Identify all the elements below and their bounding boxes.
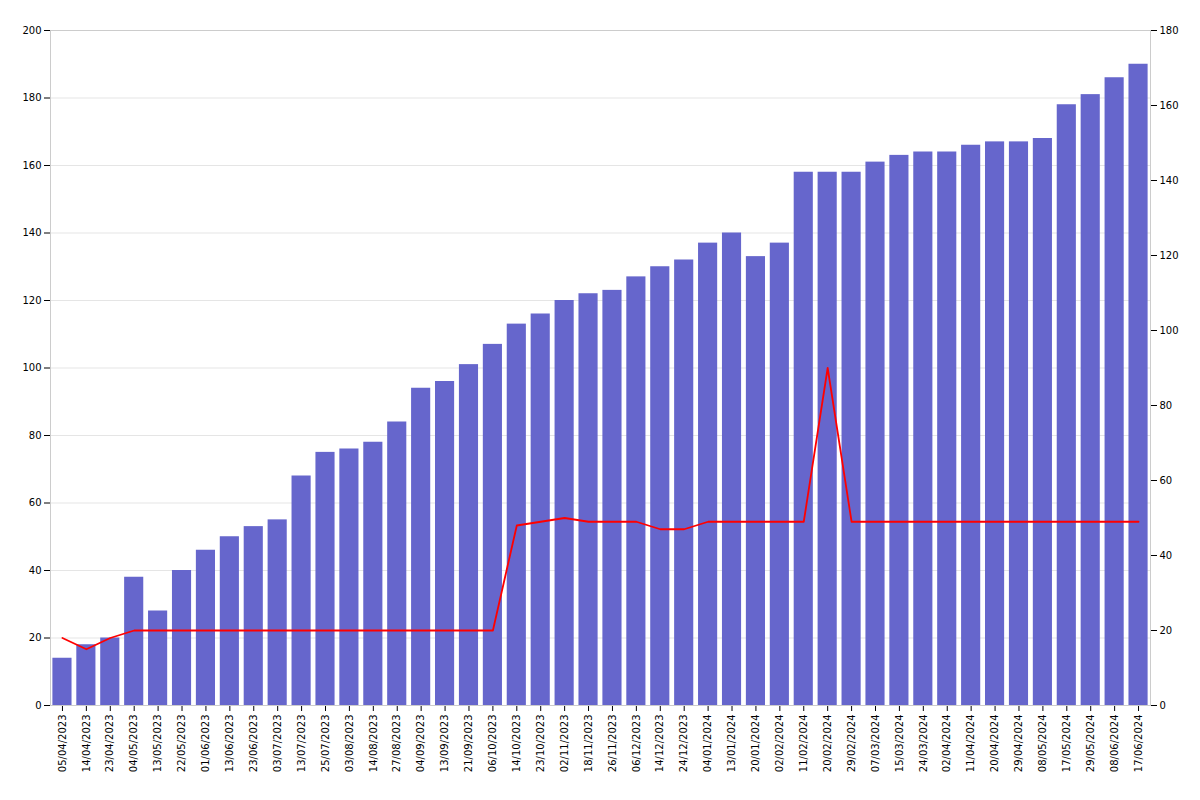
svg-text:100: 100 [22, 362, 41, 373]
svg-text:23/04/2023: 23/04/2023 [104, 715, 115, 773]
svg-text:23/10/2023: 23/10/2023 [535, 715, 546, 773]
svg-text:06/12/2023: 06/12/2023 [631, 715, 642, 773]
svg-text:40: 40 [29, 565, 42, 576]
svg-text:160: 160 [22, 160, 41, 171]
svg-text:140: 140 [1160, 175, 1179, 186]
svg-text:0: 0 [35, 700, 41, 711]
svg-text:01/06/2023: 01/06/2023 [200, 715, 211, 773]
svg-text:29/02/2024: 29/02/2024 [846, 715, 857, 773]
svg-text:29/04/2024: 29/04/2024 [1013, 715, 1024, 773]
svg-text:20/01/2024: 20/01/2024 [750, 715, 761, 773]
svg-text:14/12/2023: 14/12/2023 [654, 715, 665, 773]
svg-text:24/03/2024: 24/03/2024 [918, 715, 929, 773]
svg-text:200: 200 [22, 25, 41, 36]
svg-text:22/05/2023: 22/05/2023 [176, 715, 187, 773]
svg-text:80: 80 [1160, 400, 1173, 411]
svg-text:25/07/2023: 25/07/2023 [320, 715, 331, 773]
svg-text:14/04/2023: 14/04/2023 [81, 715, 92, 773]
svg-text:0: 0 [1160, 700, 1166, 711]
svg-text:80: 80 [29, 430, 42, 441]
svg-text:20/04/2024: 20/04/2024 [989, 715, 1000, 773]
svg-text:60: 60 [29, 497, 42, 508]
svg-text:20/02/2024: 20/02/2024 [822, 715, 833, 773]
svg-text:04/05/2023: 04/05/2023 [128, 715, 139, 773]
svg-text:14/08/2023: 14/08/2023 [368, 715, 379, 773]
svg-text:20: 20 [29, 632, 42, 643]
svg-text:15/03/2024: 15/03/2024 [894, 715, 905, 773]
svg-text:07/03/2024: 07/03/2024 [870, 715, 881, 773]
svg-text:160: 160 [1160, 100, 1179, 111]
svg-text:03/07/2023: 03/07/2023 [272, 715, 283, 773]
svg-text:140: 140 [22, 227, 41, 238]
svg-text:02/04/2024: 02/04/2024 [941, 715, 952, 773]
svg-text:180: 180 [22, 92, 41, 103]
svg-text:08/05/2024: 08/05/2024 [1037, 715, 1048, 773]
svg-text:18/11/2023: 18/11/2023 [583, 715, 594, 773]
svg-text:03/08/2023: 03/08/2023 [344, 715, 355, 773]
svg-text:04/01/2024: 04/01/2024 [702, 715, 713, 773]
svg-text:13/06/2023: 13/06/2023 [224, 715, 235, 773]
svg-text:21/09/2023: 21/09/2023 [463, 715, 474, 773]
svg-text:14/10/2023: 14/10/2023 [511, 715, 522, 773]
svg-text:17/06/2024: 17/06/2024 [1133, 715, 1144, 773]
svg-text:13/01/2024: 13/01/2024 [726, 715, 737, 773]
svg-text:02/11/2023: 02/11/2023 [559, 715, 570, 773]
svg-text:26/11/2023: 26/11/2023 [607, 715, 618, 773]
svg-text:02/02/2024: 02/02/2024 [774, 715, 785, 773]
svg-text:13/09/2023: 13/09/2023 [439, 715, 450, 773]
svg-text:05/04/2023: 05/04/2023 [57, 715, 68, 773]
svg-text:20: 20 [1160, 625, 1173, 636]
svg-text:29/05/2024: 29/05/2024 [1085, 715, 1096, 773]
svg-text:11/02/2024: 11/02/2024 [798, 715, 809, 773]
svg-text:60: 60 [1160, 475, 1173, 486]
svg-text:100: 100 [1160, 325, 1179, 336]
svg-text:13/07/2023: 13/07/2023 [296, 715, 307, 773]
svg-text:120: 120 [22, 295, 41, 306]
svg-text:17/05/2024: 17/05/2024 [1061, 715, 1072, 773]
svg-text:27/08/2023: 27/08/2023 [391, 715, 402, 773]
svg-text:24/12/2023: 24/12/2023 [678, 715, 689, 773]
svg-text:06/10/2023: 06/10/2023 [487, 715, 498, 773]
svg-text:11/04/2024: 11/04/2024 [965, 715, 976, 773]
svg-text:23/06/2023: 23/06/2023 [248, 715, 259, 773]
svg-text:40: 40 [1160, 550, 1173, 561]
svg-text:13/05/2023: 13/05/2023 [152, 715, 163, 773]
svg-text:04/09/2023: 04/09/2023 [415, 715, 426, 773]
svg-text:120: 120 [1160, 250, 1179, 261]
svg-text:180: 180 [1160, 25, 1179, 36]
svg-text:08/06/2024: 08/06/2024 [1109, 715, 1120, 773]
